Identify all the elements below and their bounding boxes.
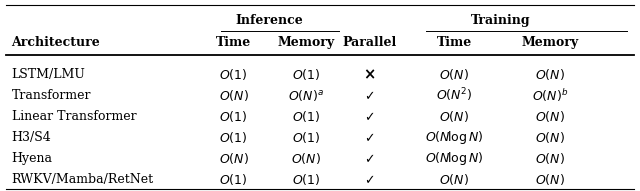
Text: $\checkmark$: $\checkmark$ [364, 131, 374, 144]
Text: $O(1)$: $O(1)$ [220, 130, 248, 145]
Text: $O(N)$: $O(N)$ [219, 88, 248, 103]
Text: $\checkmark$: $\checkmark$ [364, 152, 374, 165]
Text: Architecture: Architecture [12, 36, 100, 49]
Text: Hyena: Hyena [12, 152, 52, 165]
Text: Memory: Memory [277, 36, 335, 49]
Text: Linear Transformer: Linear Transformer [12, 110, 136, 123]
Text: $O(N\!\log N)$: $O(N\!\log N)$ [425, 129, 484, 146]
Text: $O(N)$: $O(N)$ [219, 151, 248, 166]
Text: $O(N)$: $O(N)$ [440, 109, 469, 124]
Text: $O(N)$: $O(N)$ [536, 130, 565, 145]
Text: $O(N)$: $O(N)$ [536, 67, 565, 82]
Text: $O(1)$: $O(1)$ [292, 67, 320, 82]
Text: $\checkmark$: $\checkmark$ [364, 173, 374, 186]
Text: $O(1)$: $O(1)$ [220, 67, 248, 82]
Text: $O(N)^{b}$: $O(N)^{b}$ [532, 87, 568, 104]
Text: Training: Training [470, 14, 531, 27]
Text: $O(1)$: $O(1)$ [292, 109, 320, 124]
Text: $O(1)$: $O(1)$ [292, 172, 320, 187]
Text: $O(N)$: $O(N)$ [536, 109, 565, 124]
Text: $O(1)$: $O(1)$ [220, 172, 248, 187]
Text: Inference: Inference [235, 14, 303, 27]
Text: $O(1)$: $O(1)$ [292, 130, 320, 145]
Text: $O(N)$: $O(N)$ [291, 151, 321, 166]
Text: $O(N)$: $O(N)$ [440, 172, 469, 187]
Text: $\checkmark$: $\checkmark$ [364, 89, 374, 102]
Text: $\checkmark$: $\checkmark$ [364, 110, 374, 123]
Text: H3/S4: H3/S4 [12, 131, 51, 144]
Text: $O(N)$: $O(N)$ [536, 172, 565, 187]
Text: Time: Time [216, 36, 252, 49]
Text: Parallel: Parallel [342, 36, 396, 49]
Text: $O(N\!\log N)$: $O(N\!\log N)$ [425, 150, 484, 167]
Text: $O(N)$: $O(N)$ [440, 67, 469, 82]
Text: Time: Time [436, 36, 472, 49]
Text: RWKV/Mamba/RetNet: RWKV/Mamba/RetNet [12, 173, 154, 186]
Text: LSTM/LMU: LSTM/LMU [12, 68, 85, 81]
Text: $\boldsymbol{\times}$: $\boldsymbol{\times}$ [363, 67, 376, 82]
Text: $O(N)^{a}$: $O(N)^{a}$ [288, 88, 324, 103]
Text: $O(N)$: $O(N)$ [536, 151, 565, 166]
Text: Transformer: Transformer [12, 89, 91, 102]
Text: Memory: Memory [522, 36, 579, 49]
Text: $O(1)$: $O(1)$ [220, 109, 248, 124]
Text: $O(N^2)$: $O(N^2)$ [436, 87, 473, 104]
